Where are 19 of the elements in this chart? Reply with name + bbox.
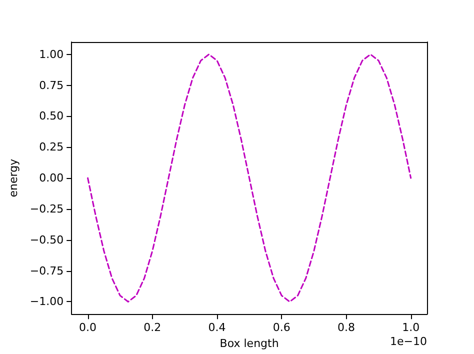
x-tick-label: 0.4: [208, 321, 226, 334]
y-tick-label: 0.00: [39, 172, 64, 185]
y-tick-label: −0.25: [30, 202, 64, 216]
y-axis-title: energy: [7, 158, 20, 198]
text: 1e−10: [390, 335, 428, 348]
x-tick-label: 0.6: [272, 321, 290, 334]
x-tick-label: 0.0: [79, 321, 97, 334]
y-tick-label: −0.75: [30, 264, 64, 278]
x-tick-label: 0.2: [144, 321, 162, 334]
x-tick-label: 1.0: [402, 321, 420, 334]
line-series: [87, 54, 412, 302]
x-tick-label: 0.8: [337, 321, 355, 334]
y-tick-label: 0.50: [39, 110, 64, 123]
y-tick-label: 0.25: [39, 140, 64, 154]
y-tick-label: −0.50: [30, 233, 64, 246]
x-axis-title: Box length: [220, 337, 279, 350]
y-tick-label: 0.75: [39, 78, 64, 92]
y-tick-label: −1.00: [30, 295, 64, 308]
y-tick-label: 1.00: [39, 48, 64, 61]
